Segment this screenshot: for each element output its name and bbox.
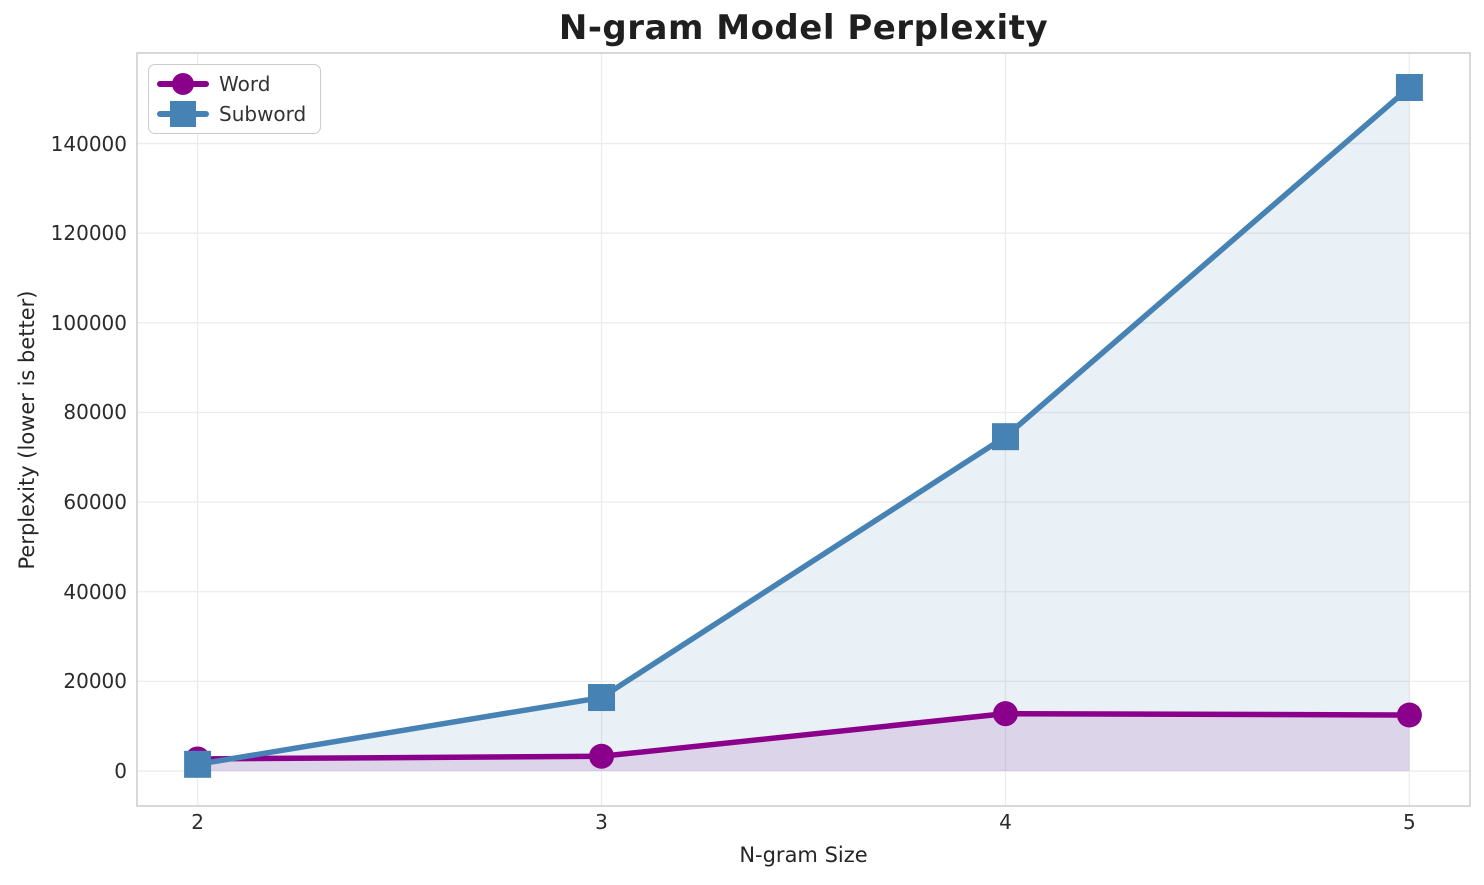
y-tick-label: 40000 (63, 579, 127, 604)
subword-data-point-marker (1395, 74, 1423, 102)
word-data-point-marker (1396, 702, 1422, 728)
legend-item-word: Word (157, 69, 306, 99)
subword-data-point-marker (184, 750, 212, 778)
y-tick-label: 60000 (63, 490, 127, 515)
legend-label-word: Word (219, 72, 271, 96)
x-axis-label: N-gram Size (739, 843, 868, 867)
y-tick-label: 80000 (63, 400, 127, 425)
y-tick-label: 20000 (63, 669, 127, 694)
legend-item-subword: Subword (157, 99, 306, 129)
x-tick-label: 4 (999, 810, 1012, 834)
subword-square-marker-icon (157, 101, 209, 127)
word-circle-marker-icon (157, 73, 209, 95)
word-data-point-marker (992, 701, 1018, 727)
y-tick-label: 140000 (50, 131, 127, 156)
legend: Word Subword (148, 64, 322, 134)
legend-label-subword: Subword (219, 102, 307, 126)
x-tick-label: 5 (1403, 810, 1416, 834)
y-axis-label: Perplexity (lower is better) (15, 290, 39, 570)
subword-area-fill (197, 87, 1410, 772)
y-tick-label: 120000 (50, 221, 127, 246)
word-data-point-marker (589, 743, 615, 769)
chart-title: N-gram Model Perplexity (558, 8, 1049, 48)
word-area-fill (197, 713, 1410, 772)
y-tick-label: 100000 (50, 310, 127, 335)
x-tick-label: 3 (595, 810, 608, 834)
subword-data-point-marker (588, 684, 616, 712)
plot-border (136, 52, 1471, 807)
subword-data-point-marker (991, 423, 1019, 451)
subword-line (194, 84, 1413, 768)
word-line (194, 710, 1413, 762)
x-tick-label: 2 (191, 810, 204, 834)
y-tick-label: 0 (114, 759, 127, 784)
